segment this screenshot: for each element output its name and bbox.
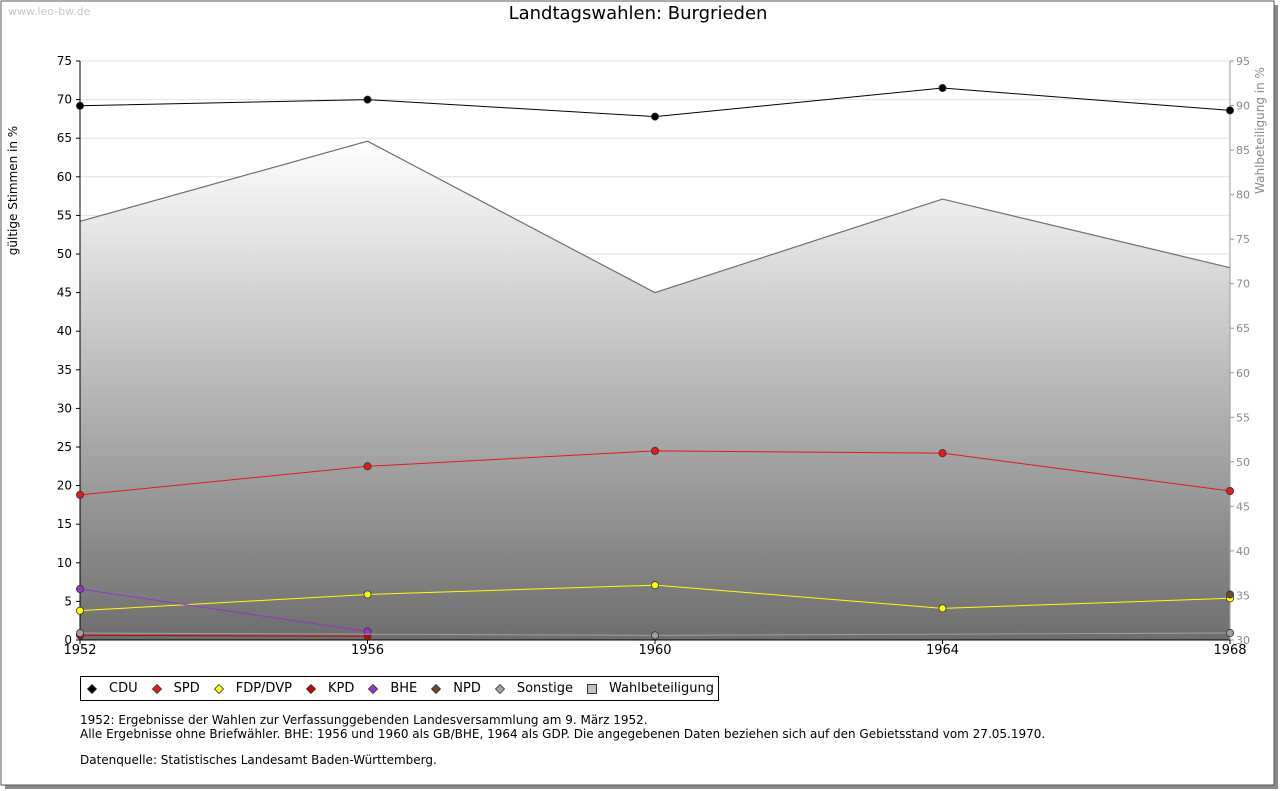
legend-marker-icon: [431, 683, 442, 694]
data-point-fdp-dvp: [651, 581, 660, 590]
y2-tick-label: 45: [1236, 500, 1250, 513]
data-point-spd: [938, 449, 947, 458]
legend-label: Sonstige: [516, 681, 574, 696]
data-point-spd: [363, 462, 372, 471]
y2-tick-label: 30: [1236, 634, 1250, 647]
data-point-sonstige: [1226, 629, 1235, 638]
legend-item-cdu: CDU: [87, 681, 138, 696]
data-point-cdu: [938, 84, 947, 93]
y2-tick-label: 95: [1236, 55, 1250, 68]
y-tick-label: 30: [57, 401, 72, 415]
y2-tick-label: 60: [1236, 367, 1250, 380]
data-point-spd: [1226, 487, 1235, 496]
data-point-spd: [651, 446, 660, 455]
y2-tick-label: 50: [1236, 456, 1250, 469]
y-tick-label: 0: [64, 633, 72, 647]
chart-notes: 1952: Ergebnisse der Wahlen zur Verfassu…: [80, 713, 1045, 767]
data-point-fdp-dvp: [76, 606, 85, 615]
y-tick-label: 10: [57, 556, 72, 570]
y2-tick-label: 55: [1236, 411, 1250, 424]
legend-item-wahlbeteiligung: Wahlbeteiligung: [587, 681, 714, 696]
data-point-cdu: [76, 101, 85, 110]
area-wahlbeteiligung-outline: [79, 140, 1231, 294]
data-point-cdu: [363, 95, 372, 104]
y-axis-label: gültige Stimmen in %: [6, 126, 20, 255]
y2-tick-label: 65: [1236, 322, 1250, 335]
y-tick-label: 70: [57, 93, 72, 107]
legend-label: KPD: [327, 681, 355, 696]
y-tick-label: 25: [57, 440, 72, 454]
y-tick-label: 20: [57, 479, 72, 493]
y-tick-label: 5: [64, 594, 72, 608]
legend-marker-icon: [151, 683, 162, 694]
y-tick-label: 45: [57, 286, 72, 300]
legend-label: FDP/DVP: [235, 681, 292, 696]
y2-tick-label: 90: [1236, 100, 1250, 113]
y2-tick-label: 85: [1236, 144, 1250, 157]
x-tick-label: 1964: [926, 643, 959, 658]
y2-tick-label: 75: [1236, 233, 1250, 246]
data-point-bhe: [76, 585, 85, 594]
data-point-bhe: [363, 627, 372, 636]
legend-marker-icon: [368, 683, 379, 694]
note-line-2: Alle Ergebnisse ohne Briefwähler. BHE: 1…: [80, 727, 1046, 741]
y2-tick-label: 70: [1236, 278, 1250, 291]
legend-marker-icon: [494, 683, 505, 694]
x-tick-label: 1968: [1213, 643, 1246, 658]
legend-item-kpd: KPD: [305, 681, 355, 696]
legend-label: CDU: [109, 681, 138, 696]
series-line-bhe: [79, 588, 368, 633]
y2-tick-label: 80: [1236, 189, 1250, 202]
chart-title: Landtagswahlen: Burgrieden: [508, 3, 768, 24]
x-tick-label: 1956: [351, 643, 384, 658]
chart-legend: CDU SPD FDP/DVP KPD BHE NPD Sonstige Wahlbeteil…: [80, 676, 720, 701]
data-point-npd: [1226, 590, 1235, 599]
x-tick-label: 1960: [638, 643, 671, 658]
data-point-sonstige: [651, 631, 660, 640]
y-tick-label: 35: [57, 363, 72, 377]
legend-marker-icon: [87, 683, 97, 694]
legend-marker-icon: [587, 683, 598, 694]
note-line-1: 1952: Ergebnisse der Wahlen zur Verfassu…: [80, 713, 648, 727]
y2-axis-label: Wahlbeteiligung in %: [1253, 67, 1267, 194]
legend-item-bhe: BHE: [368, 681, 417, 696]
y-tick-label: 15: [57, 517, 72, 531]
plot-area: 0 5 10 15 20 25 30 35 40 45 50 55 60 65 70 75 30 35 40 45 50…: [6, 54, 1267, 658]
area-wahlbeteiligung: [80, 141, 1230, 640]
legend-marker-icon: [213, 683, 224, 694]
data-point-cdu: [1226, 106, 1235, 115]
y-tick-label: 55: [57, 208, 72, 222]
watermark: www.leo-bw.de: [8, 5, 91, 18]
legend-label: SPD: [173, 681, 200, 696]
y2-tick-label: 35: [1236, 589, 1250, 602]
data-point-fdp-dvp: [938, 604, 947, 613]
series-line-kpd: [79, 634, 368, 637]
data-point-sonstige: [76, 629, 85, 638]
legend-label: BHE: [390, 681, 418, 696]
y2-tick-label: 40: [1236, 545, 1250, 558]
note-source: Datenquelle: Statistisches Landesamt Bad…: [80, 753, 437, 767]
legend-label: NPD: [453, 681, 481, 696]
legend-item-sonstige: Sonstige: [494, 681, 574, 696]
y-tick-label: 40: [57, 324, 72, 338]
legend-marker-icon: [305, 683, 316, 694]
legend-item-fdp-dvp: FDP/DVP: [213, 681, 292, 696]
y-tick-label: 75: [57, 54, 72, 68]
y-tick-label: 65: [57, 131, 72, 145]
y-tick-label: 60: [57, 170, 72, 184]
y-tick-label: 50: [57, 247, 72, 261]
x-tick-label: 1952: [63, 643, 96, 658]
data-point-fdp-dvp: [363, 590, 372, 599]
legend-label: Wahlbeteiligung: [609, 681, 715, 696]
legend-item-npd: NPD: [431, 681, 481, 696]
legend-item-spd: SPD: [151, 681, 200, 696]
data-point-cdu: [651, 112, 660, 121]
data-point-spd: [76, 490, 85, 499]
